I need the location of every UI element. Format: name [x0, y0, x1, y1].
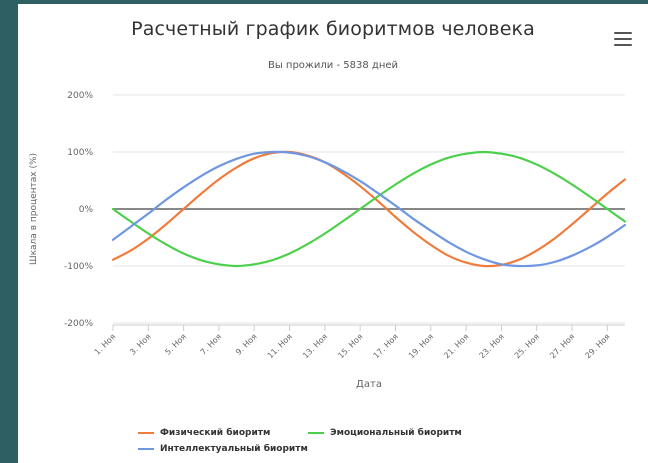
- legend-item-emotional[interactable]: Эмоциональный биоритм: [308, 428, 462, 438]
- x-tick-label: 25. Ноя: [513, 332, 541, 360]
- legend-item-intellectual[interactable]: Интеллектуальный биоритм: [138, 444, 308, 454]
- x-tick-label: 29. Ноя: [583, 332, 611, 360]
- y-tick-label: 200%: [67, 91, 93, 101]
- x-tick-label: 9. Ноя: [234, 332, 259, 357]
- chart-title: Расчетный график биоритмов человека: [131, 18, 535, 40]
- x-axis-label: Дата: [356, 379, 382, 390]
- y-tick-label: -200%: [64, 319, 93, 329]
- x-tick-label: 5. Ноя: [163, 332, 188, 357]
- y-tick-label: 100%: [67, 148, 93, 158]
- y-axis-label: Шкала в процентах (%): [29, 153, 39, 265]
- legend-swatch-intellectual: [138, 447, 154, 450]
- legend-label-intellectual: Интеллектуальный биоритм: [160, 444, 308, 454]
- y-tick-label: -100%: [64, 262, 93, 272]
- legend-label-physical: Физический биоритм: [160, 428, 271, 438]
- x-tick-label: 15. Ноя: [336, 332, 364, 360]
- legend-swatch-physical: [138, 431, 154, 434]
- chart-container: Расчетный график биоритмов человека Вы п…: [18, 4, 648, 463]
- legend-label-emotional: Эмоциональный биоритм: [330, 428, 462, 438]
- x-tick-label: 13. Ноя: [301, 332, 329, 360]
- legend-item-physical[interactable]: Физический биоритм: [138, 428, 270, 438]
- x-tick-label: 17. Ноя: [372, 332, 400, 360]
- x-tick-label: 1. Ноя: [93, 332, 118, 357]
- hamburger-menu-icon[interactable]: [614, 32, 632, 46]
- chart-plot: 200% 100% 0% -100% -200% Шкала в процентах (%…: [29, 91, 627, 390]
- physical-biorhythm-line: [111, 150, 627, 268]
- x-tick-label: 11. Ноя: [266, 332, 294, 360]
- x-tick-label: 23. Ноя: [478, 332, 506, 360]
- x-tick-label: 19. Ноя: [407, 332, 435, 360]
- legend-swatch-emotional: [308, 431, 324, 434]
- chart-subtitle: Вы прожили - 5838 дней: [267, 60, 399, 71]
- x-tick-label: 21. Ноя: [442, 332, 470, 360]
- y-tick-label: 0%: [79, 205, 94, 215]
- emotional-biorhythm-line: [111, 150, 627, 268]
- x-tick-label: 27. Ноя: [548, 332, 576, 360]
- x-tick-label: 7. Ноя: [199, 332, 224, 357]
- intellectual-biorhythm-line: [111, 150, 627, 268]
- x-tick-label: 3. Ноя: [128, 332, 153, 357]
